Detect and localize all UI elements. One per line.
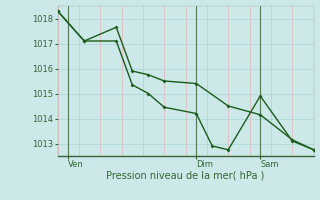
X-axis label: Pression niveau de la mer( hPa ): Pression niveau de la mer( hPa ): [107, 171, 265, 181]
